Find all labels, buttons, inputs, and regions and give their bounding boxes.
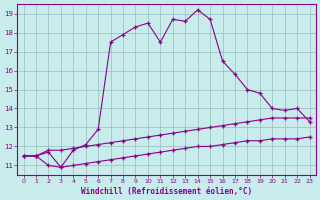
X-axis label: Windchill (Refroidissement éolien,°C): Windchill (Refroidissement éolien,°C) <box>81 187 252 196</box>
